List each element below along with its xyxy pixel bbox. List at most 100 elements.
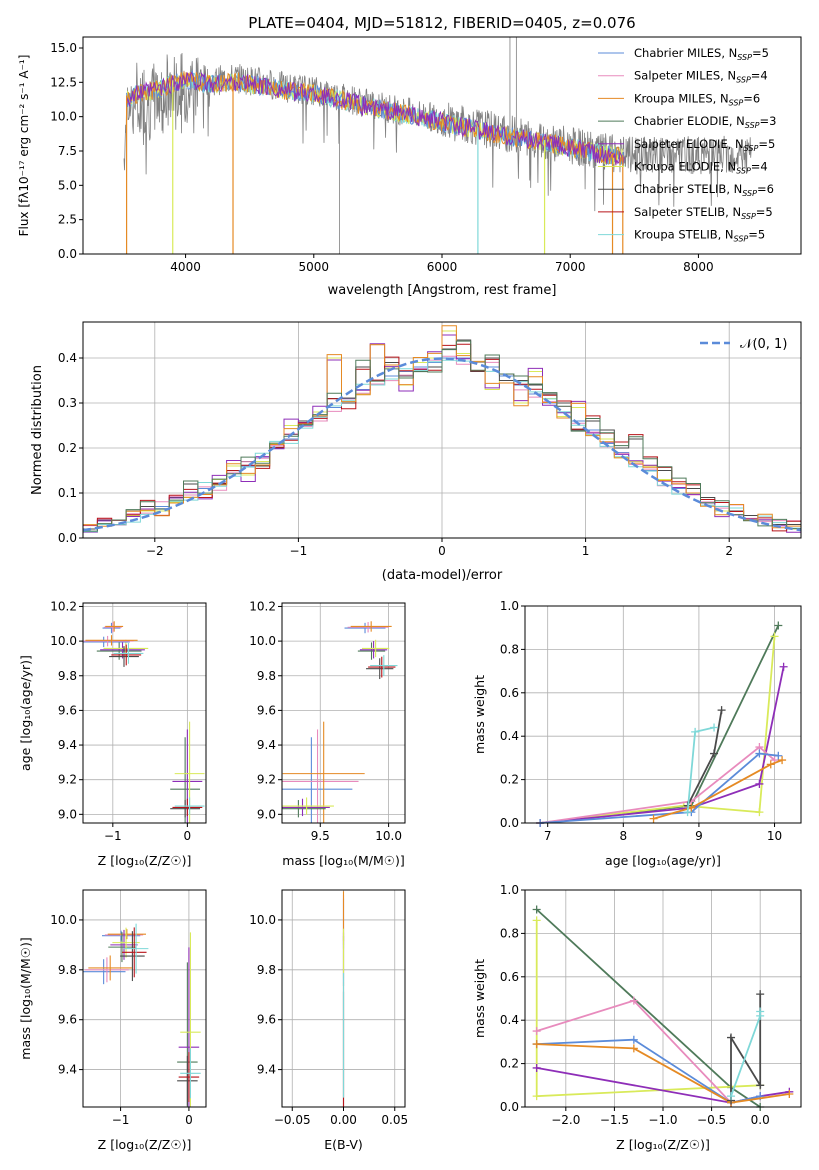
mass-vs-ebv-axes [281,889,406,1108]
y-tick-label: 0.6 [500,970,519,984]
y-tick-label: 1.0 [500,599,519,613]
y-tick-label: 9.6 [58,1013,77,1027]
y-tick-label: 0.2 [500,773,519,787]
legend-text: Kroupa STELIB, N [634,228,734,242]
y-tick-label: 0.0 [500,1100,519,1114]
x-tick-label: 6000 [427,260,458,274]
y-tick-label: 10.2 [249,599,276,613]
legend-text: Salpeter MILES, N [634,69,736,83]
legend-value: =5 [756,205,773,219]
histogram-legend-label: 𝒩(0, 1) [740,337,787,352]
mw-vs-z-axes [524,889,802,1108]
weight-marker [755,749,764,758]
weight-marker [755,779,764,788]
legend-value: =6 [757,182,774,196]
weight-marker [532,1063,541,1072]
weight-marker [756,990,765,999]
weight-line [540,752,779,824]
legend-entry: Kroupa ELODIE, NSSP=4 [634,160,768,176]
weight-marker [649,814,658,823]
x-tick-label: −1.0 [648,1113,677,1127]
x-tick-label: −2 [146,544,164,558]
legend-value: =3 [760,114,777,128]
legend-value: =5 [752,46,769,60]
y-tick-label: 9.6 [257,1013,276,1027]
legend-value: =4 [751,69,768,83]
legend-text: Kroupa MILES, N [634,91,729,105]
x-tick-label: 9.5 [311,829,330,843]
weight-line [536,1043,790,1104]
histogram-step [83,340,801,532]
weight-marker [770,632,779,641]
weight-marker [779,662,788,671]
y-tick-label: 9.8 [257,669,276,683]
histogram-plot-area [83,325,801,533]
y-tick-label: 9.4 [257,738,276,752]
y-tick-label: 0.0 [500,816,519,830]
legend-entry: Salpeter ELODIE, NSSP=5 [634,137,775,153]
y-tick-label: 0.4 [58,351,77,365]
y-tick-label: 0.6 [500,686,519,700]
y-tick-label: 10.0 [249,634,276,648]
x-tick-label: 0.00 [330,1113,357,1127]
weight-marker [774,621,783,630]
weight-marker [710,723,719,732]
weight-marker [532,1040,541,1049]
histogram-axes [82,321,802,539]
y-tick-label: 9.8 [257,963,276,977]
weight-marker [629,1035,638,1044]
x-tick-label: −1.5 [600,1113,629,1127]
y-tick-label: 12.5 [50,75,77,89]
legend-text: Chabrier MILES, N [634,46,737,60]
mass-vs-z-axes [82,889,207,1108]
mw-vs-z-xlabel: Z [log₁₀(Z/Z☉)] [616,1137,710,1152]
age-vs-mass-axes [281,602,406,824]
legend-entry: Kroupa MILES, NSSP=6 [634,91,760,107]
legend-entry: Chabrier STELIB, NSSP=6 [634,182,774,198]
legend-entry: Chabrier MILES, NSSP=5 [634,46,769,62]
weight-marker [717,706,726,715]
weight-marker [755,808,764,817]
spectrum-title: PLATE=0404, MJD=51812, FIBERID=0405, z=0… [248,14,635,32]
y-tick-label: 9.2 [58,773,77,787]
y-tick-label: 15.0 [50,41,77,55]
y-tick-label: 0.8 [500,642,519,656]
histogram-xlabel: (data-model)/error [382,568,503,583]
x-tick-label: 0.0 [751,1113,770,1127]
x-tick-label: 9 [695,829,703,843]
x-tick-label: 8 [619,829,627,843]
legend-subscript: SSP [736,76,751,85]
legend-subscript: SSP [737,53,752,62]
weight-marker [774,751,783,760]
y-tick-label: 10.0 [249,913,276,927]
x-tick-label: −2.0 [551,1113,580,1127]
y-tick-label: 9.6 [257,703,276,717]
y-tick-label: 1.0 [500,883,519,897]
x-tick-label: −1 [104,829,122,843]
y-tick-label: 9.6 [58,703,77,717]
gaussian-curve [83,357,801,532]
y-tick-label: 9.8 [58,963,77,977]
x-tick-label: 7000 [555,260,586,274]
legend-entry: Salpeter MILES, NSSP=4 [634,69,768,85]
mw-vs-age-ylabel: mass weight [472,675,487,754]
weight-marker [532,916,541,925]
age-vs-mass-xlabel: mass [log₁₀(M/M☉)] [282,853,404,868]
weight-line [535,920,761,1098]
mass-vs-z-plot-area [83,923,201,1107]
weight-marker [629,1044,638,1053]
x-tick-label: −0.5 [697,1113,726,1127]
y-tick-label: 10.2 [50,599,77,613]
legend-text: Kroupa ELODIE, N [634,160,736,174]
legend-entry: Kroupa STELIB, NSSP=5 [634,228,765,244]
legend-subscript: SSP [745,121,760,130]
y-tick-label: 7.5 [58,144,77,158]
y-tick-label: 9.4 [257,1063,276,1077]
x-tick-label: 4000 [170,260,201,274]
x-tick-label: 2 [725,544,733,558]
spectrum-xlabel: wavelength [Angstrom, rest frame] [328,283,557,298]
age-vs-z-plot-area [83,621,205,823]
weight-marker [727,1092,736,1101]
weight-marker [532,1027,541,1036]
